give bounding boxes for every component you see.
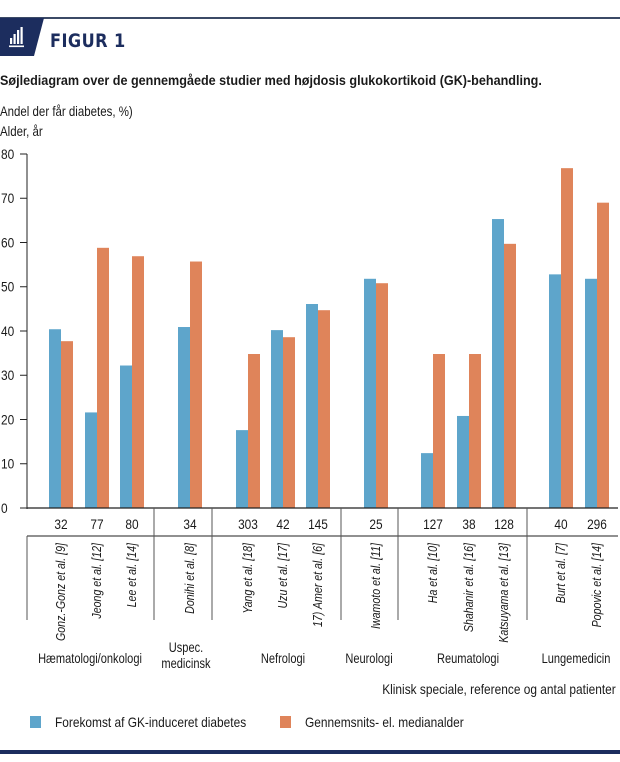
bar-age bbox=[504, 243, 516, 508]
bottom-rule bbox=[0, 750, 620, 754]
reference-label: Jeong et al. [12] bbox=[90, 542, 104, 619]
y-tick-label: 20 bbox=[1, 412, 14, 428]
legend-label-age: Gennemsnits- el. medianalder bbox=[305, 714, 464, 730]
reference-label: Iwamoto et al. [11] bbox=[369, 542, 383, 629]
specialty-group-label: Uspec. bbox=[169, 640, 203, 655]
bar-age bbox=[318, 310, 330, 508]
reference-label: Gonz.-Gonz et al. [9] bbox=[54, 542, 68, 641]
y-tick-label: 10 bbox=[1, 456, 14, 472]
patient-count-label: 128 bbox=[494, 516, 514, 532]
reference-label: 17) Amer et al. [6] bbox=[311, 542, 325, 627]
bar-diabetes bbox=[236, 430, 248, 508]
reference-label: Lee et al. [14] bbox=[125, 542, 139, 607]
y-axis-label-share: Andel der får diabetes, %) bbox=[0, 103, 133, 119]
bar-chart: 0 10 20 30 40 50 60 70 80 32 Gonz.-Gonz et al. [9]… bbox=[1, 146, 618, 671]
bar-diabetes bbox=[549, 274, 561, 508]
bar-age bbox=[376, 283, 388, 508]
specialty-group-label: Lungemedicin bbox=[542, 651, 611, 666]
reference-label: Donihi et al. [8] bbox=[183, 542, 197, 614]
specialty-group-label: Nefrologi bbox=[261, 651, 305, 666]
y-tick-label: 50 bbox=[1, 279, 14, 295]
bar-age bbox=[61, 341, 73, 508]
x-axis-title: Klinisk speciale, reference og antal pat… bbox=[382, 681, 616, 697]
bar-diabetes bbox=[271, 330, 283, 508]
specialty-group-label: Neurologi bbox=[345, 651, 392, 666]
bar-age bbox=[597, 202, 609, 509]
chart-subtitle: Søjlediagram over de gennemgåede studier… bbox=[0, 72, 542, 88]
bar-diabetes bbox=[49, 329, 61, 508]
bar-age bbox=[469, 354, 481, 508]
bar-diabetes bbox=[85, 412, 97, 508]
patient-count-label: 303 bbox=[238, 516, 258, 532]
figure-badge bbox=[0, 18, 44, 56]
bar-diabetes bbox=[492, 219, 504, 509]
reference-label: Yang et al. [18] bbox=[241, 542, 255, 613]
patient-count-label: 80 bbox=[125, 516, 138, 532]
legend-swatch-diabetes bbox=[30, 716, 41, 728]
bar-age bbox=[283, 337, 295, 508]
bar-chart-icon bbox=[9, 27, 24, 48]
bar-age bbox=[248, 354, 260, 508]
reference-label: Popovic et al. [14] bbox=[590, 542, 604, 627]
bar-age bbox=[433, 354, 445, 508]
bar-diabetes bbox=[306, 304, 318, 508]
patient-count-label: 296 bbox=[587, 516, 607, 532]
bar-age bbox=[97, 247, 109, 508]
legend: Forekomst af GK-induceret diabetes Genne… bbox=[30, 714, 492, 730]
y-tick-label: 70 bbox=[1, 190, 14, 206]
legend-swatch-age bbox=[280, 716, 291, 728]
reference-label: Shahanir et al. [16] bbox=[462, 542, 476, 632]
reference-label: Uzu et al. [17] bbox=[276, 542, 290, 608]
specialty-group-label: Hæmatologi/onkologi bbox=[38, 651, 142, 666]
bar-diabetes bbox=[585, 278, 597, 508]
patient-count-label: 25 bbox=[369, 516, 382, 532]
legend-label-diabetes: Forekomst af GK-induceret diabetes bbox=[55, 714, 247, 730]
y-tick-label: 80 bbox=[1, 146, 14, 162]
patient-count-label: 77 bbox=[90, 516, 103, 532]
bar-diabetes bbox=[457, 415, 469, 508]
reference-label: Katsuyama et al. [13] bbox=[497, 542, 511, 642]
figure-label: FIGUR 1 bbox=[50, 30, 126, 52]
patient-count-label: 145 bbox=[308, 516, 328, 532]
patient-count-label: 127 bbox=[423, 516, 443, 532]
bar-age bbox=[561, 168, 573, 508]
y-tick-label: 30 bbox=[1, 367, 14, 383]
y-axis-label-age: Alder, år bbox=[0, 123, 43, 139]
y-tick-label: 0 bbox=[1, 500, 8, 516]
patient-count-label: 32 bbox=[54, 516, 67, 532]
patient-count-label: 42 bbox=[276, 516, 289, 532]
patient-count-label: 40 bbox=[554, 516, 567, 532]
top-rule bbox=[0, 17, 620, 19]
bar-diabetes bbox=[178, 327, 190, 508]
bar-diabetes bbox=[364, 278, 376, 508]
bar-diabetes bbox=[120, 365, 132, 508]
y-tick-label: 60 bbox=[1, 235, 14, 251]
bar-age bbox=[190, 261, 202, 508]
patient-count-label: 38 bbox=[462, 516, 475, 532]
reference-label: Ha et al. [10] bbox=[426, 542, 440, 603]
specialty-group-label: medicinsk bbox=[161, 656, 211, 671]
bar-diabetes bbox=[421, 453, 433, 508]
patient-count-label: 34 bbox=[183, 516, 196, 532]
y-tick-label: 40 bbox=[1, 323, 14, 339]
bar-age bbox=[132, 256, 144, 508]
reference-label: Burt et al. [7] bbox=[554, 542, 568, 603]
specialty-group-label: Reumatologi bbox=[437, 651, 499, 666]
